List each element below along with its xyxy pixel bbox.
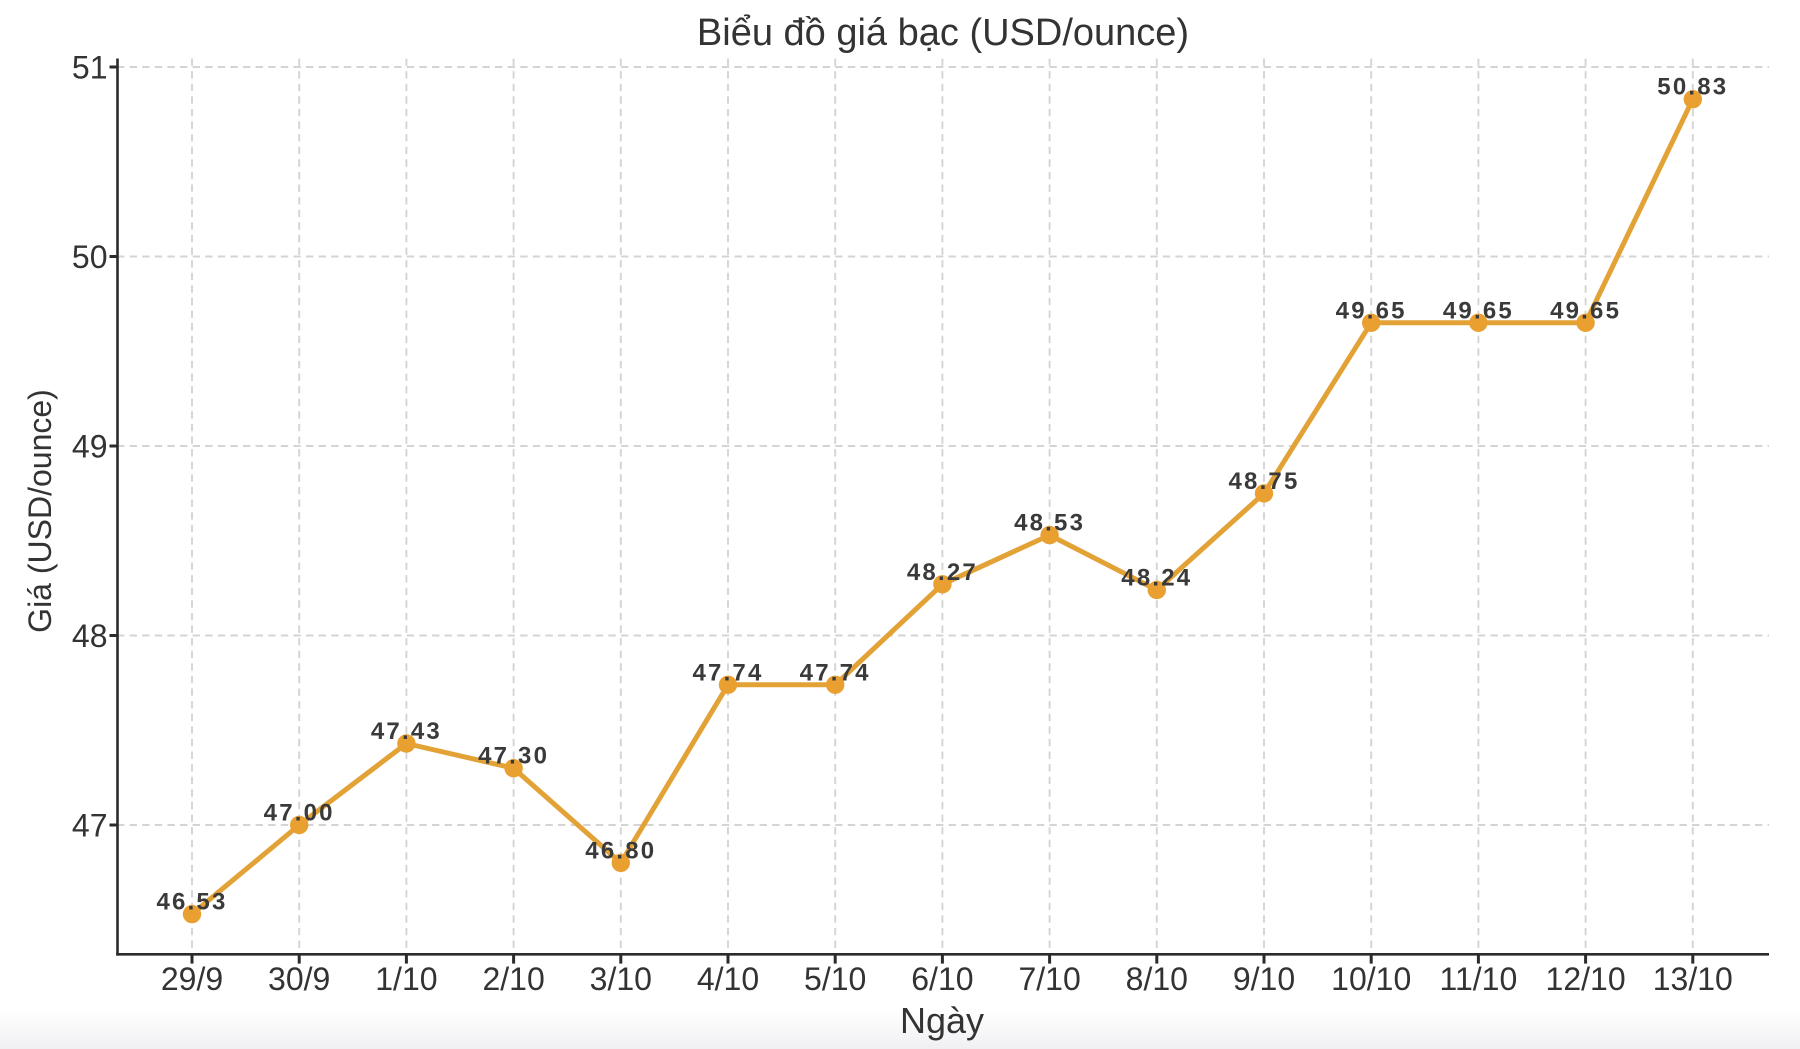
svg-text:49: 49 (72, 429, 108, 465)
svg-text:Giá (USD/ounce): Giá (USD/ounce) (22, 389, 58, 633)
svg-text:47.74: 47.74 (800, 659, 871, 686)
svg-text:Biểu đồ giá bạc (USD/ounce): Biểu đồ giá bạc (USD/ounce) (697, 12, 1189, 54)
svg-text:47.43: 47.43 (371, 718, 442, 745)
svg-text:7/10: 7/10 (1018, 961, 1080, 997)
svg-text:6/10: 6/10 (911, 961, 973, 997)
svg-text:11/10: 11/10 (1440, 961, 1518, 997)
svg-text:51: 51 (72, 50, 108, 86)
svg-text:48.75: 48.75 (1228, 468, 1299, 495)
svg-text:49.65: 49.65 (1336, 297, 1407, 324)
svg-text:8/10: 8/10 (1126, 961, 1188, 997)
svg-text:4/10: 4/10 (697, 961, 759, 997)
svg-text:10/10: 10/10 (1331, 961, 1411, 997)
svg-text:48.53: 48.53 (1014, 510, 1085, 537)
svg-text:48: 48 (72, 618, 108, 654)
svg-text:3/10: 3/10 (590, 961, 652, 997)
svg-text:48.24: 48.24 (1121, 565, 1192, 592)
svg-text:50.83: 50.83 (1657, 74, 1728, 101)
svg-text:47.74: 47.74 (692, 659, 763, 686)
svg-text:48.27: 48.27 (907, 559, 978, 586)
svg-text:49.65: 49.65 (1550, 297, 1621, 324)
svg-text:Ngày: Ngày (900, 1000, 984, 1041)
svg-text:30/9: 30/9 (268, 961, 330, 997)
svg-text:12/10: 12/10 (1546, 961, 1626, 997)
svg-text:1/10: 1/10 (375, 961, 437, 997)
svg-text:47.30: 47.30 (478, 743, 549, 770)
svg-text:5/10: 5/10 (804, 961, 866, 997)
svg-text:47: 47 (72, 808, 108, 844)
svg-text:50: 50 (72, 239, 108, 275)
svg-text:2/10: 2/10 (482, 961, 544, 997)
svg-text:13/10: 13/10 (1653, 961, 1733, 997)
svg-text:47.00: 47.00 (264, 800, 335, 827)
svg-text:9/10: 9/10 (1233, 961, 1295, 997)
svg-text:46.80: 46.80 (585, 837, 656, 864)
svg-text:46.53: 46.53 (156, 889, 227, 916)
svg-text:49.65: 49.65 (1443, 297, 1514, 324)
svg-text:29/9: 29/9 (161, 961, 223, 997)
